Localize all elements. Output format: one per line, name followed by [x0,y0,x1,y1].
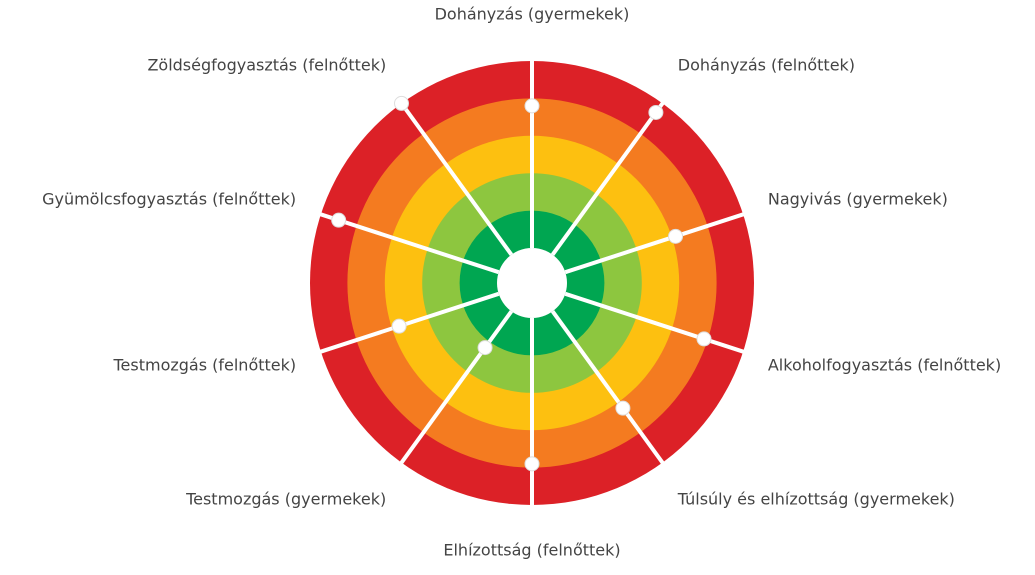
point [391,318,407,334]
category-label: Alkoholfogyasztás (felnőttek) [768,355,1001,374]
point [394,95,410,111]
category-label: Elhízottság (felnőttek) [443,541,620,560]
spoke [564,291,745,354]
point [696,331,712,347]
point [331,212,347,228]
point [477,340,493,356]
spoke [399,101,514,256]
category-label: Zöldségfogyasztás (felnőttek) [147,56,386,75]
category-label: Dohányzás (felnőttek) [678,56,855,75]
spoke [399,310,514,465]
point [524,456,540,472]
category-label: Nagyivás (gyermekek) [768,190,948,209]
spoke [319,291,500,354]
spoke [550,101,665,256]
category-label: Testmozgás (gyermekek) [185,489,386,508]
spoke [550,310,665,465]
point [615,400,631,416]
spoke [564,212,745,275]
center-hole [497,248,567,318]
spoke [319,212,500,275]
category-label: Testmozgás (felnőttek) [112,355,296,374]
category-label: Dohányzás (gyermekek) [435,5,630,24]
category-label: Túlsúly és elhízottság (gyermekek) [677,489,955,508]
category-label: Gyümölcsfogyasztás (felnőttek) [42,190,296,209]
point [524,98,540,114]
point [648,104,664,120]
point [668,228,684,244]
